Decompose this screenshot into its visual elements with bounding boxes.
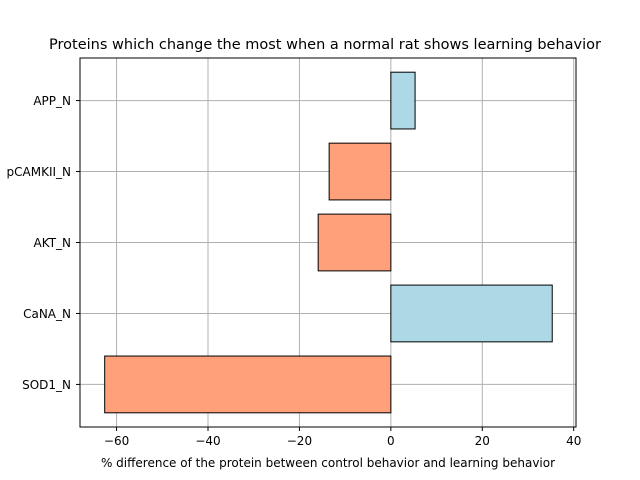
x-tick-label: 0 xyxy=(387,434,395,448)
y-tick-label: SOD1_N xyxy=(22,378,71,392)
x-tick-label: −40 xyxy=(195,434,220,448)
x-tick-label: 40 xyxy=(566,434,581,448)
y-axis-ticks: APP_N pCAMKII_N AKT_N CaNA_N SOD1_N xyxy=(7,94,80,392)
y-tick-label: AKT_N xyxy=(34,236,71,250)
bar-cana-n xyxy=(390,284,553,343)
chart-title: Proteins which change the most when a no… xyxy=(49,37,601,53)
bars xyxy=(104,71,553,414)
y-tick-label: pCAMKII_N xyxy=(7,165,71,179)
x-axis-label: % difference of the protein between cont… xyxy=(101,456,555,470)
y-tick-label: APP_N xyxy=(33,94,71,108)
x-tick-label: −20 xyxy=(287,434,312,448)
bar-app-n xyxy=(390,71,416,130)
x-tick-label: −60 xyxy=(104,434,129,448)
x-tick-label: 20 xyxy=(475,434,490,448)
bar-pcamkii-n xyxy=(328,142,392,201)
x-axis-ticks: −60 −40 −20 0 20 40 xyxy=(104,427,581,448)
y-tick-label: CaNA_N xyxy=(23,307,71,321)
bar-sod1-n xyxy=(104,355,392,414)
bar-akt-n xyxy=(317,213,392,272)
